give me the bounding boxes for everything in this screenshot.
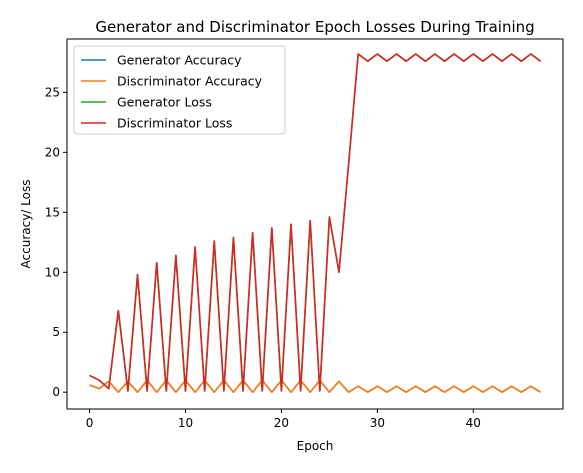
- y-tick-label-1: 5: [52, 325, 60, 339]
- legend-label-3: Discriminator Loss: [117, 116, 232, 131]
- y-tick-label-0: 0: [52, 385, 60, 399]
- legend-label-2: Generator Loss: [117, 95, 212, 110]
- x-tick-label-3: 30: [370, 416, 385, 430]
- x-tick-label-1: 10: [178, 416, 193, 430]
- x-tick-label-4: 40: [466, 416, 481, 430]
- x-axis-label: Epoch: [297, 439, 334, 453]
- x-tick-label-2: 20: [274, 416, 289, 430]
- legend: Generator Accuracy Discriminator Accuracy…: [73, 45, 286, 135]
- y-tick-label-5: 25: [45, 85, 60, 99]
- y-tick-label-3: 15: [45, 205, 60, 219]
- x-tick-label-0: 0: [86, 416, 94, 430]
- series-layer: [89, 53, 541, 394]
- series-line-1: [89, 379, 541, 394]
- x-axis-ticks: 0 10 20 30 40: [86, 409, 481, 430]
- series-line-3: [89, 53, 541, 392]
- y-axis-ticks: 0 5 10 15 20 25: [45, 85, 67, 399]
- y-tick-label-2: 10: [45, 265, 60, 279]
- legend-label-1: Discriminator Accuracy: [117, 74, 263, 89]
- y-tick-label-4: 20: [45, 145, 60, 159]
- legend-label-0: Generator Accuracy: [117, 53, 242, 68]
- chart-title: Generator and Discriminator Epoch Losses…: [95, 18, 534, 36]
- y-axis-label: Accuracy/ Loss: [19, 180, 33, 269]
- legend-frame: [73, 45, 286, 135]
- plot-frame: [66, 38, 564, 410]
